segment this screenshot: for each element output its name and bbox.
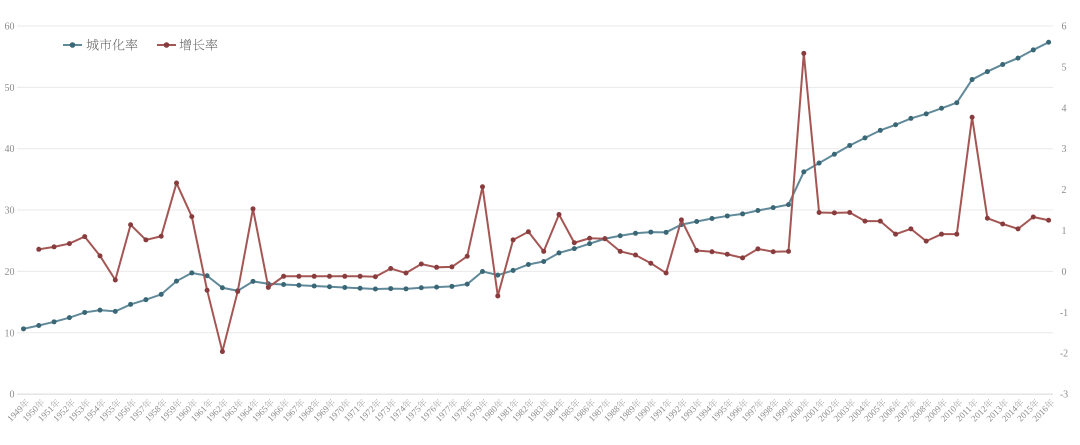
svg-text:0: 0 [10, 390, 15, 401]
svg-text:-3: -3 [1060, 390, 1068, 401]
svg-text:3: 3 [1062, 144, 1067, 155]
svg-text:40: 40 [5, 144, 15, 155]
svg-text:2: 2 [1062, 185, 1067, 196]
svg-text:50: 50 [5, 83, 15, 94]
svg-text:30: 30 [5, 206, 15, 217]
svg-text:0: 0 [1062, 267, 1067, 278]
svg-text:60: 60 [5, 22, 15, 33]
svg-text:-2: -2 [1060, 349, 1068, 360]
svg-text:5: 5 [1062, 62, 1067, 73]
svg-text:1: 1 [1062, 226, 1067, 237]
svg-text:4: 4 [1062, 103, 1067, 114]
svg-text:-1: -1 [1060, 308, 1068, 319]
svg-text:10: 10 [5, 328, 15, 339]
svg-text:6: 6 [1062, 22, 1067, 33]
svg-text:20: 20 [5, 267, 15, 278]
